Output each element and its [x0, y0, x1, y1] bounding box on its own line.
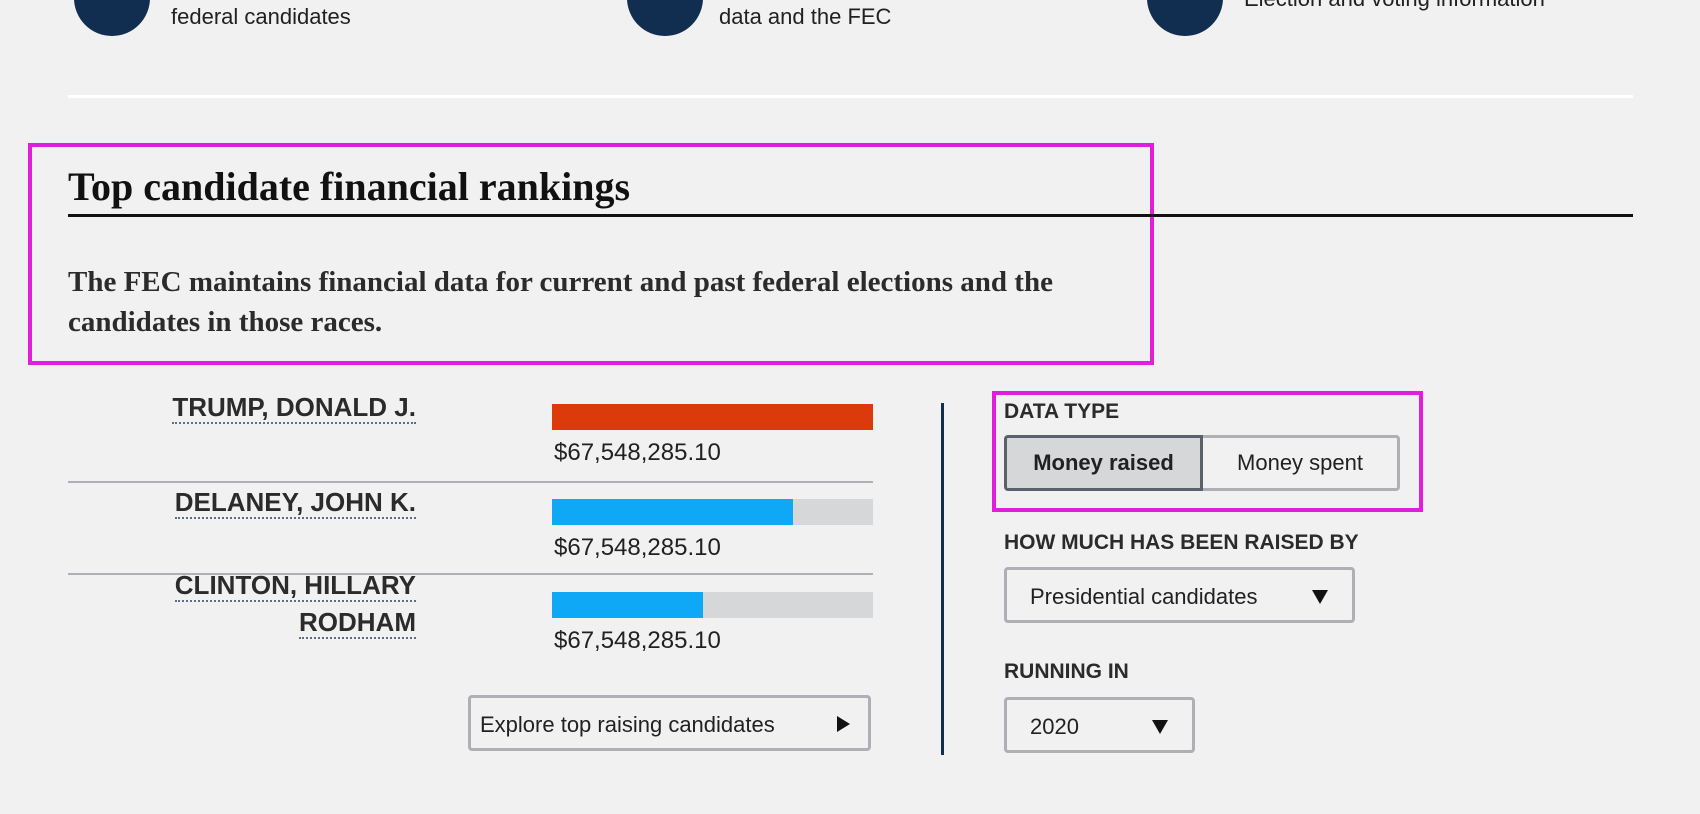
candidate-name[interactable]: TRUMP, DONALD J. [136, 389, 416, 426]
candidate-name[interactable]: DELANEY, JOHN K. [136, 484, 416, 521]
candidate-link[interactable]: CLINTON, HILLARY RODHAM [174, 570, 416, 639]
running-in-select[interactable]: 2020 [1004, 697, 1195, 753]
arrow-icon [837, 716, 850, 732]
top-link[interactable]: data and the FEC [719, 4, 892, 29]
bar-track [552, 404, 873, 430]
select-value: 2020 [1030, 714, 1079, 739]
filter-label: RUNNING IN [1004, 660, 1129, 683]
bar [552, 499, 793, 525]
candidate-link[interactable]: TRUMP, DONALD J. [172, 392, 416, 424]
candidate-link[interactable]: DELANEY, JOHN K. [174, 487, 416, 519]
row-separator [68, 481, 873, 483]
filter-label: HOW MUCH HAS BEEN RAISED BY [1004, 531, 1359, 554]
vertical-divider [941, 403, 944, 755]
button-label: Explore top raising candidates [480, 712, 775, 737]
bar-track [552, 499, 873, 525]
divider [68, 95, 1633, 98]
bar [552, 592, 703, 618]
top-link[interactable]: Election and voting information [1244, 0, 1545, 12]
toggle-option[interactable]: Money raised [1004, 435, 1203, 491]
candidate-name[interactable]: CLINTON, HILLARY RODHAM [136, 567, 416, 641]
raised-by-select[interactable]: Presidential candidates [1004, 567, 1355, 623]
section-title: Top candidate financial rankings [68, 164, 631, 209]
data-icon[interactable] [627, 0, 703, 36]
filter-label: DATA TYPE [1004, 400, 1120, 423]
dropdown-arrow [1312, 590, 1328, 604]
top-link[interactable]: federal candidates [171, 4, 351, 29]
explore-button[interactable]: Explore top raising candidates [468, 695, 871, 751]
candidates-icon[interactable] [74, 0, 150, 36]
bar [552, 404, 873, 430]
toggle-option[interactable]: Money spent [1203, 435, 1400, 491]
dropdown-arrow [1152, 720, 1168, 734]
elections-icon[interactable] [1147, 0, 1223, 36]
highlight-box [992, 391, 1423, 512]
amount: $67,548,285.10 [554, 534, 721, 561]
row-separator [68, 573, 873, 575]
amount: $67,548,285.10 [554, 627, 721, 654]
section-description: The FEC maintains financial data for cur… [68, 266, 1053, 338]
bar-track [552, 592, 873, 618]
amount: $67,548,285.10 [554, 439, 721, 466]
select-value: Presidential candidates [1030, 584, 1258, 609]
title-rule [68, 214, 1633, 217]
highlight-box [28, 143, 1154, 365]
toggle-group: Money raised Money spent [1004, 435, 1400, 491]
